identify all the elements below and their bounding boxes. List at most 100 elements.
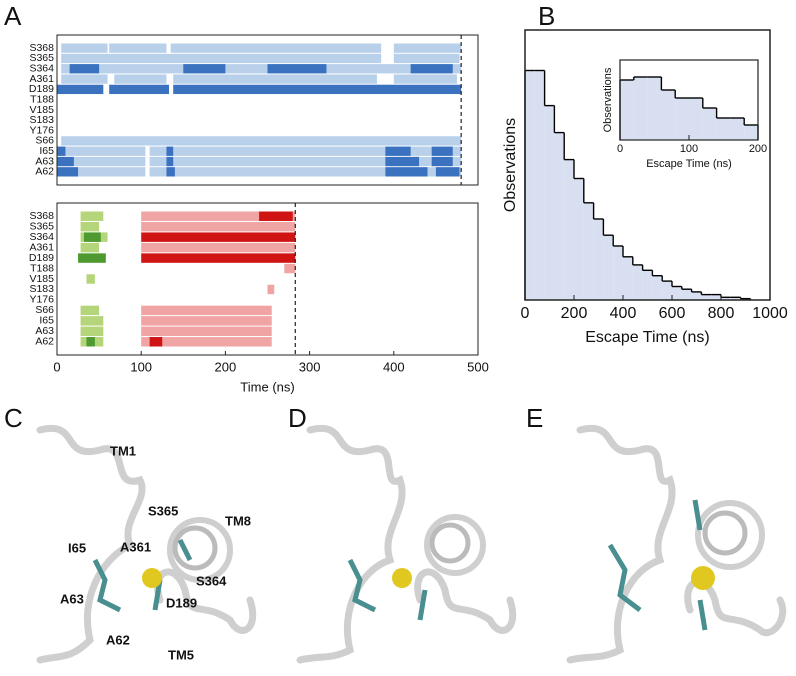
axes-frame <box>56 34 479 186</box>
bar <box>662 281 672 300</box>
row-label: I65 <box>39 315 54 327</box>
row-label: T188 <box>30 262 54 274</box>
bar <box>647 77 662 140</box>
contact-interval <box>385 146 411 156</box>
row-label: S183 <box>29 114 54 126</box>
contact-interval <box>61 53 382 64</box>
structure-e <box>566 424 787 664</box>
side-chain <box>92 538 193 613</box>
x-tick-label: 400 <box>383 359 405 374</box>
panel-label: D <box>288 403 307 433</box>
residue-label: D189 <box>166 595 197 610</box>
contact-interval <box>149 167 462 177</box>
contact-interval <box>149 337 163 347</box>
x-tick-label: 1000 <box>752 305 788 322</box>
contact-interval <box>83 232 101 242</box>
y-axis-label: Observations <box>502 118 519 212</box>
row-label: Y176 <box>29 294 54 306</box>
helix <box>566 424 676 664</box>
bar <box>554 132 565 300</box>
contact-interval <box>385 167 428 177</box>
x-tick-label: 600 <box>659 305 686 322</box>
x-tick-label: 400 <box>610 305 637 322</box>
panel-label: B <box>538 1 555 31</box>
residue-label: A361 <box>120 539 151 554</box>
contact-interval <box>141 232 296 242</box>
bar <box>633 77 648 140</box>
contact-interval <box>259 211 293 221</box>
contact-interval <box>393 43 462 53</box>
x-tick-label: 300 <box>299 359 321 374</box>
ion <box>691 566 715 590</box>
residue-label: A63 <box>60 591 84 606</box>
structure-d <box>296 424 517 664</box>
bar <box>620 80 634 140</box>
x-tick-label: 100 <box>680 143 698 155</box>
residue-label: TM1 <box>110 443 136 458</box>
residue-label: A62 <box>106 632 130 647</box>
contact-interval <box>57 156 146 167</box>
contact-interval <box>80 305 100 316</box>
contact-interval <box>141 316 272 326</box>
contact-interval <box>170 43 382 53</box>
contact-interval <box>149 146 462 156</box>
contact-interval <box>284 263 296 274</box>
contact-interval <box>267 64 327 74</box>
row-label: S66 <box>35 304 54 316</box>
contact-interval <box>61 136 462 146</box>
row-label: S183 <box>29 283 54 295</box>
helix <box>296 424 406 664</box>
bar <box>593 219 604 300</box>
residue-label: S364 <box>196 573 227 588</box>
helix-turn <box>167 517 233 583</box>
panel-label: A <box>4 1 22 31</box>
contact-interval <box>78 253 106 263</box>
contact-interval <box>86 337 95 347</box>
row-label: I65 <box>39 145 54 157</box>
helix-turn <box>695 500 765 570</box>
row-label: A361 <box>29 73 54 85</box>
contact-interval <box>86 274 95 284</box>
x-tick-label: 0 <box>53 359 60 374</box>
x-tick-label: 500 <box>467 359 489 374</box>
row-label: A62 <box>35 336 54 348</box>
bar <box>672 286 682 300</box>
x-axis-label: Time (ns) <box>240 379 294 394</box>
bar <box>730 297 741 300</box>
row-label: D189 <box>29 83 54 95</box>
row-label: S368 <box>29 210 54 222</box>
structure-c: TM1 TM8 S365 A361 S364 I65 D189 A63 A62 … <box>36 424 257 664</box>
ion <box>142 568 162 588</box>
row-label: A63 <box>35 325 54 337</box>
residue-label: S365 <box>148 503 178 518</box>
contact-interval <box>393 53 460 64</box>
contact-interval <box>109 84 169 95</box>
row-label: A62 <box>35 166 54 178</box>
bar <box>583 202 594 300</box>
bar <box>701 294 712 300</box>
row-label: T188 <box>30 93 54 105</box>
contact-interval <box>57 167 146 177</box>
x-axis-label: Escape Time (ns) <box>585 329 709 346</box>
row-label: S364 <box>29 63 54 75</box>
contact-interval <box>149 156 462 167</box>
row-label: S365 <box>29 52 54 64</box>
bar <box>564 159 574 300</box>
bar <box>574 178 584 300</box>
contact-interval <box>141 211 296 221</box>
row-label: S364 <box>29 231 54 243</box>
axes-frame <box>524 29 771 301</box>
x-tick-label: 200 <box>561 305 588 322</box>
helix-turn <box>424 514 486 576</box>
bar <box>652 275 663 300</box>
residue-label: TM8 <box>225 513 251 528</box>
contact-interval <box>80 316 104 326</box>
contact-interval <box>173 74 377 84</box>
contact-interval <box>61 74 108 84</box>
bar <box>632 264 643 300</box>
bar <box>689 98 703 140</box>
contact-interval <box>166 167 175 177</box>
bar <box>675 98 689 140</box>
panel-label: E <box>526 403 543 433</box>
contact-interval <box>173 84 462 95</box>
